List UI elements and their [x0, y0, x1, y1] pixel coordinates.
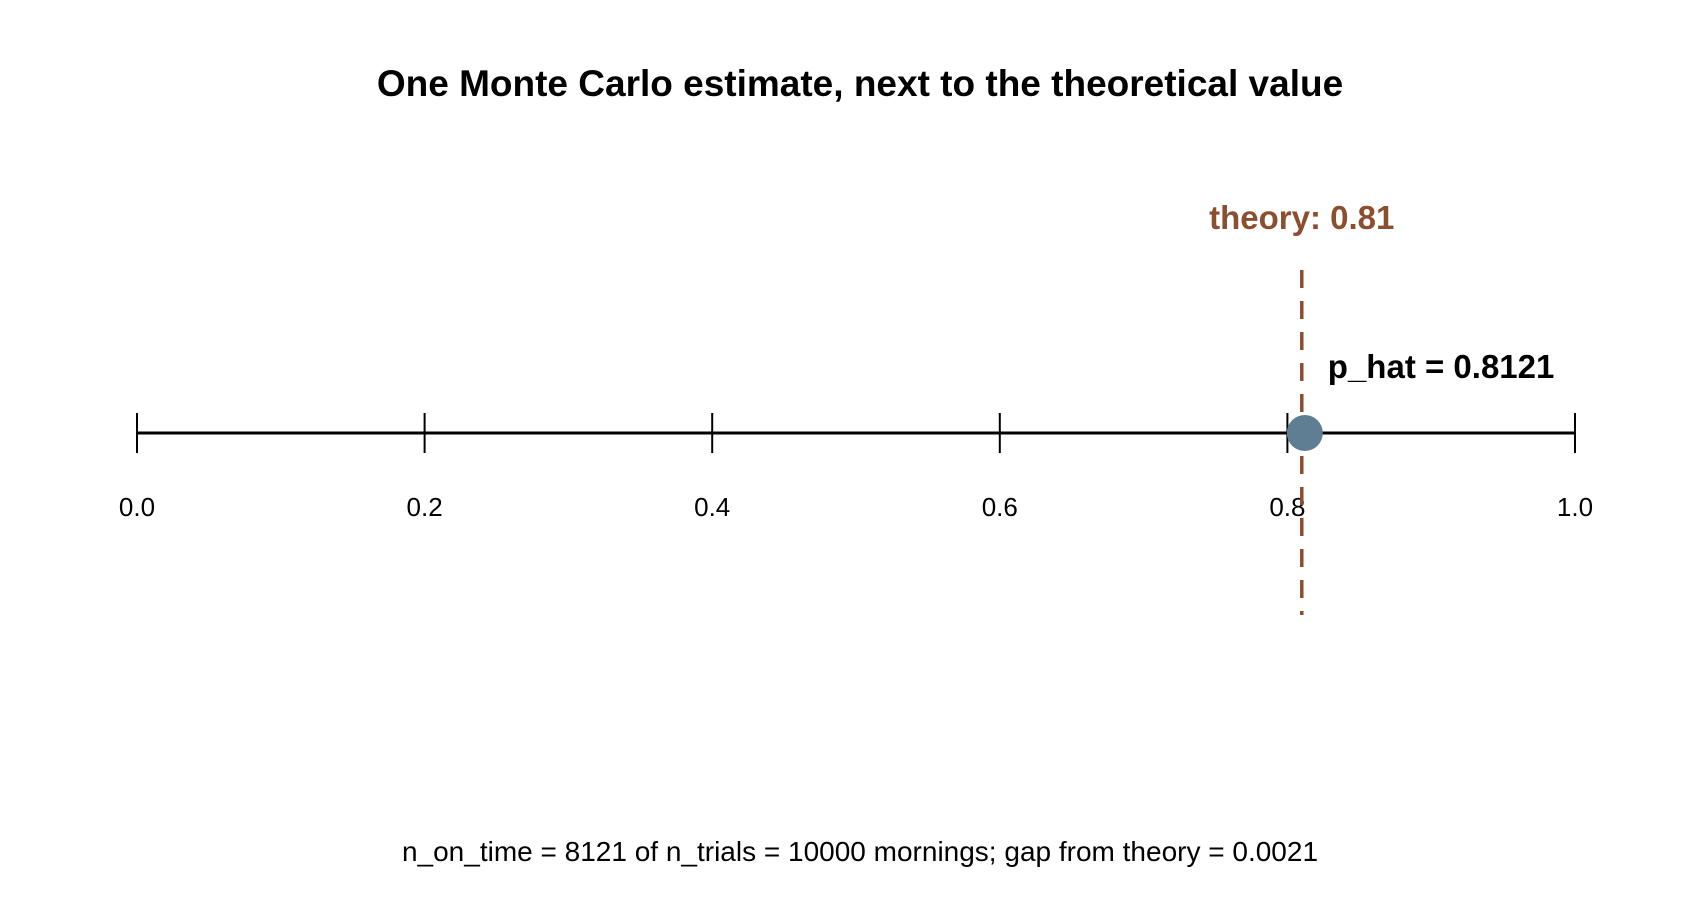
- axis-tick-label: 1.0: [1557, 492, 1593, 522]
- theory-label: theory: 0.81: [1209, 199, 1394, 236]
- axis-tick-label: 0.8: [1269, 492, 1305, 522]
- axis-tick-label: 0.2: [407, 492, 443, 522]
- axis-ticks-group: 0.0 0.2 0.4 0.6 0.8 1.0: [119, 413, 1593, 522]
- axis-tick-label: 0.0: [119, 492, 155, 522]
- estimate-label: p_hat = 0.8121: [1328, 348, 1555, 385]
- axis-tick-label: 0.4: [694, 492, 730, 522]
- footnote: n_on_time = 8121 of n_trials = 10000 mor…: [402, 836, 1318, 867]
- estimate-point: [1286, 415, 1323, 451]
- axis-tick-label: 0.6: [982, 492, 1018, 522]
- chart-title: One Monte Carlo estimate, next to the th…: [377, 63, 1343, 104]
